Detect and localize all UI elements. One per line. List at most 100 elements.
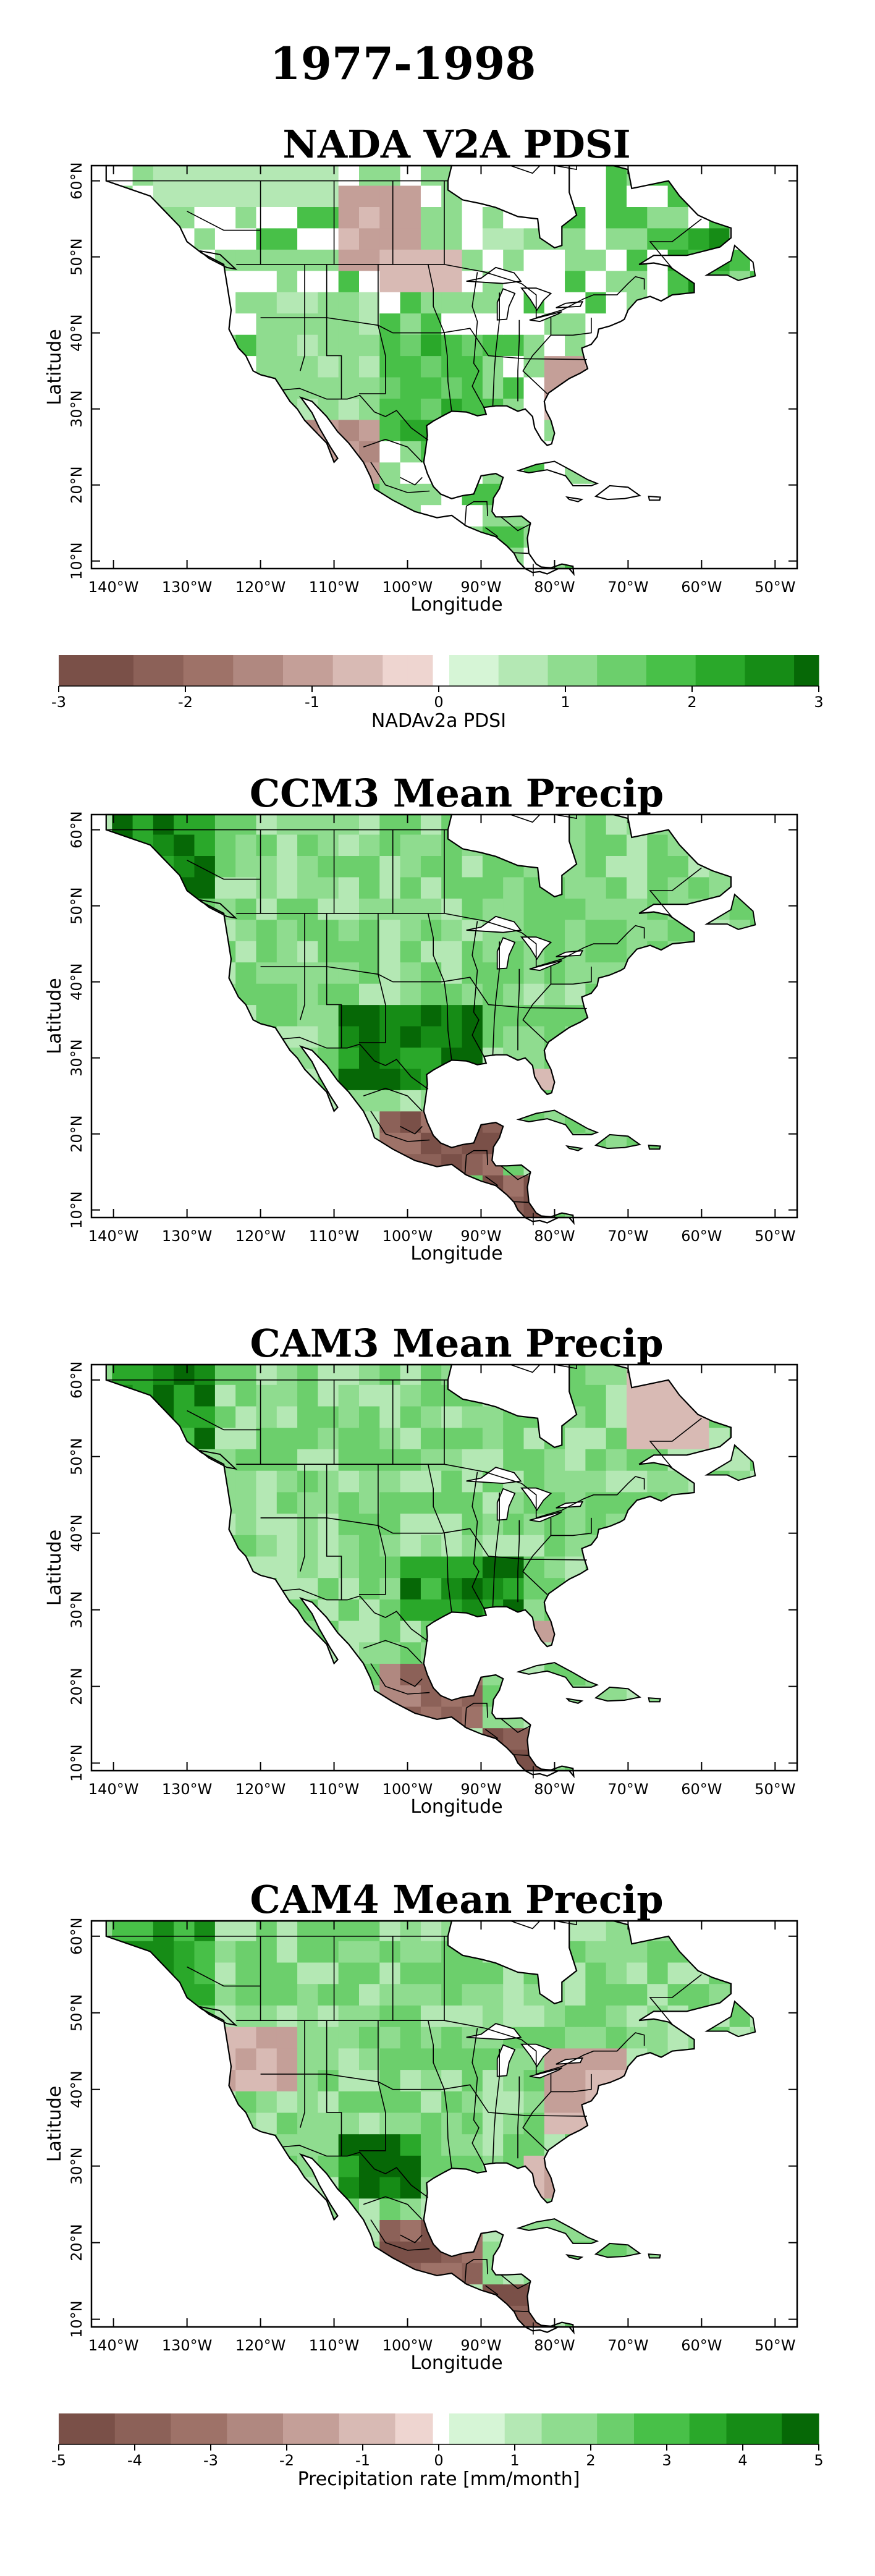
grid-cell (482, 227, 504, 250)
grid-cell (174, 1941, 195, 1963)
grid-cell (400, 1663, 421, 1685)
y-tick-label: 20°N (68, 466, 85, 504)
grid-cell (400, 1577, 421, 1599)
grid-cell (318, 2112, 339, 2135)
grid-cell (235, 1962, 257, 1985)
coastline (105, 164, 732, 577)
grid-cell (379, 398, 401, 420)
grid-cell (276, 1535, 298, 1557)
grid-cell (462, 1577, 483, 1599)
grid-cell (565, 313, 586, 335)
grid-cell (132, 1365, 154, 1385)
grid-cell (276, 919, 298, 941)
grid-cell (544, 1470, 565, 1493)
grid-cell (359, 919, 380, 941)
colorbar-swatch (689, 2413, 709, 2444)
grid-cell (503, 1004, 525, 1027)
grid-cell (235, 834, 257, 856)
colorbar-swatch (560, 2413, 579, 2444)
grid-cell (585, 1983, 607, 2006)
x-tick-label: 120°W (235, 578, 286, 596)
colorbar-swatch (572, 655, 598, 686)
y-tick-label: 60°N (68, 1918, 85, 1955)
grid-cell (400, 1132, 421, 1155)
y-tick-label: 10°N (68, 1744, 85, 1782)
political-boundary (471, 272, 484, 408)
grid-cell (338, 355, 360, 378)
grid-cell (400, 1449, 421, 1471)
colorbar-swatch (245, 2413, 265, 2444)
grid-cell (338, 855, 360, 878)
grid-cell (256, 1405, 277, 1428)
political-boundary (471, 1472, 484, 1609)
grid-cell (462, 876, 483, 899)
grid-cell (400, 876, 421, 899)
grid-cell (379, 1004, 401, 1027)
grid-cell (544, 2091, 565, 2113)
colorbar-swatch (578, 2413, 598, 2444)
island-coastline (594, 1133, 641, 1150)
grid-cell (106, 166, 112, 186)
grid-cell (276, 2091, 298, 2113)
grid-cell (585, 1962, 607, 1985)
grid-cell (256, 249, 277, 271)
grid-cell (379, 292, 401, 314)
colorbar-swatch (800, 2413, 819, 2444)
grid-cell (276, 185, 298, 207)
colorbar-tick-label: 1 (560, 693, 570, 711)
political-boundary (370, 462, 430, 493)
grid-cell (606, 1384, 627, 1407)
y-tick-label: 50°N (68, 887, 85, 925)
colorbar-swatch (383, 655, 408, 686)
panel-title: NADA V2A PDSI (282, 122, 630, 167)
grid-cell (379, 206, 401, 229)
grid-cell (585, 166, 607, 186)
grid-cell (400, 1491, 421, 1514)
grid-cell (565, 2027, 586, 2049)
grid-cell (379, 1621, 401, 1643)
grid-cell (565, 1449, 586, 1471)
grid-cell (194, 227, 216, 250)
grid-cell (462, 855, 483, 878)
grid-cell (174, 1921, 195, 1941)
political-boundary (260, 317, 587, 360)
grid-cell (297, 855, 318, 878)
grid-cell (235, 1983, 257, 2006)
grid-cell (276, 355, 298, 378)
grid-cell (585, 2027, 607, 2049)
grid-cell (338, 1599, 360, 1621)
grid-cell (565, 2005, 586, 2027)
grid-cell (214, 1365, 236, 1385)
grid-cell (256, 941, 277, 963)
grid-cell (482, 334, 504, 357)
grid-cell (338, 2133, 360, 2156)
grid-cell (338, 898, 360, 920)
grid-cell (256, 983, 277, 1006)
grid-cell (420, 1047, 442, 1069)
grid-cell (235, 1941, 257, 1963)
grid-cell (420, 292, 442, 314)
colorbar-tick-label: -4 (127, 2452, 142, 2469)
grid-cell (420, 1449, 442, 1471)
grid-cell (565, 2069, 586, 2091)
grid-cell (256, 1491, 277, 1514)
x-tick-label: 140°W (88, 1227, 139, 1245)
grid-cell (256, 1365, 277, 1385)
grid-cell (400, 1068, 421, 1090)
grid-cell (235, 919, 257, 941)
grid-cell (441, 355, 463, 378)
grid-cell (441, 377, 463, 399)
grid-cell (420, 1962, 442, 1985)
grid-cell (482, 1983, 504, 2006)
grid-cell (338, 941, 360, 963)
grid-cell (585, 292, 607, 314)
grid-cell (441, 206, 463, 229)
colorbar-swatch (59, 2413, 78, 2444)
island-coastline (594, 1686, 641, 1702)
grid-cell (194, 185, 216, 207)
grid-cell (214, 185, 236, 207)
x-tick-label: 50°W (755, 2337, 795, 2354)
grid-cell (214, 815, 236, 835)
colorbar-swatch (769, 655, 795, 686)
grid-cell (359, 355, 380, 378)
